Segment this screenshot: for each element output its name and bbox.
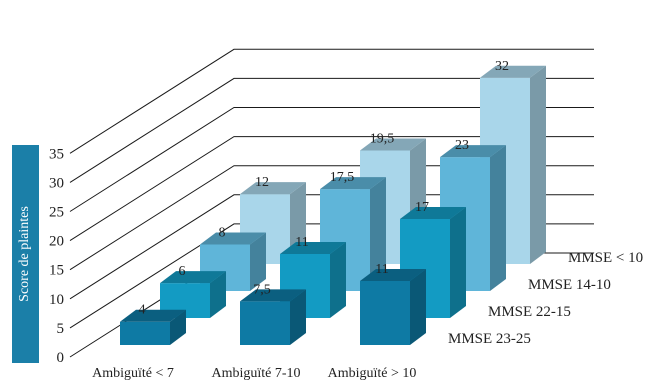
bar-side (450, 207, 466, 318)
x-tick-label: Ambiguïté 7-10 (211, 366, 300, 381)
bar-side (330, 241, 346, 318)
bar-top (200, 232, 266, 245)
legend-label: MMSE < 10 (568, 250, 643, 266)
bar-side (210, 271, 226, 318)
y-tick-label: 0 (57, 350, 65, 366)
bar-top (240, 182, 306, 195)
bar-top (320, 177, 386, 190)
bar-top (160, 271, 226, 284)
y-tick-label: 30 (49, 175, 64, 191)
legend-label: MMSE 23-25 (448, 331, 531, 347)
bar-top (120, 309, 186, 322)
data-label: 17,5 (330, 170, 355, 185)
bar-side (250, 232, 266, 291)
y-tick-label: 15 (49, 263, 64, 279)
data-label: 17 (415, 200, 429, 215)
y-tick-label: 25 (49, 205, 64, 221)
data-label: 11 (375, 262, 388, 277)
data-label: 32 (495, 59, 509, 74)
data-label: 6 (179, 264, 186, 279)
bar-top (360, 138, 426, 151)
bar-front (120, 321, 170, 345)
bar-side (530, 65, 546, 264)
gridline (69, 77, 594, 183)
data-label: 4 (139, 303, 146, 318)
bar-top (480, 65, 546, 78)
legend-label: MMSE 22-15 (488, 304, 571, 320)
bar-top (360, 268, 426, 281)
gridline (69, 107, 594, 212)
x-tick-label: Ambiguïté < 7 (92, 366, 174, 381)
gridline (69, 48, 594, 154)
data-label: 7,5 (253, 282, 271, 297)
bar-top (440, 145, 506, 158)
bar-front (160, 283, 210, 318)
data-label: 11 (295, 235, 308, 250)
bar-side (410, 268, 426, 345)
bar-side (490, 145, 506, 291)
bar-top (240, 289, 306, 302)
y-axis-label-background (12, 145, 39, 363)
bar-top (400, 207, 466, 220)
bar-top (280, 241, 346, 254)
data-label: 23 (455, 138, 469, 153)
y-tick-label: 35 (49, 146, 64, 162)
y-tick-label: 10 (49, 292, 64, 308)
gridline (69, 136, 594, 242)
y-tick-label: 20 (49, 234, 64, 250)
bar-front (240, 301, 290, 345)
legend-label: MMSE 14-10 (528, 277, 611, 293)
data-label: 19,5 (370, 132, 395, 147)
data-label: 12 (255, 175, 269, 190)
data-label: 8 (219, 225, 226, 240)
bar-side (170, 309, 186, 345)
x-tick-label: Ambiguïté > 10 (328, 366, 417, 381)
bar-side (370, 177, 386, 291)
y-axis-label: Score de plaintes (17, 206, 32, 302)
bar-front (360, 280, 410, 345)
bar-side (290, 289, 306, 345)
y-tick-label: 5 (57, 321, 65, 337)
